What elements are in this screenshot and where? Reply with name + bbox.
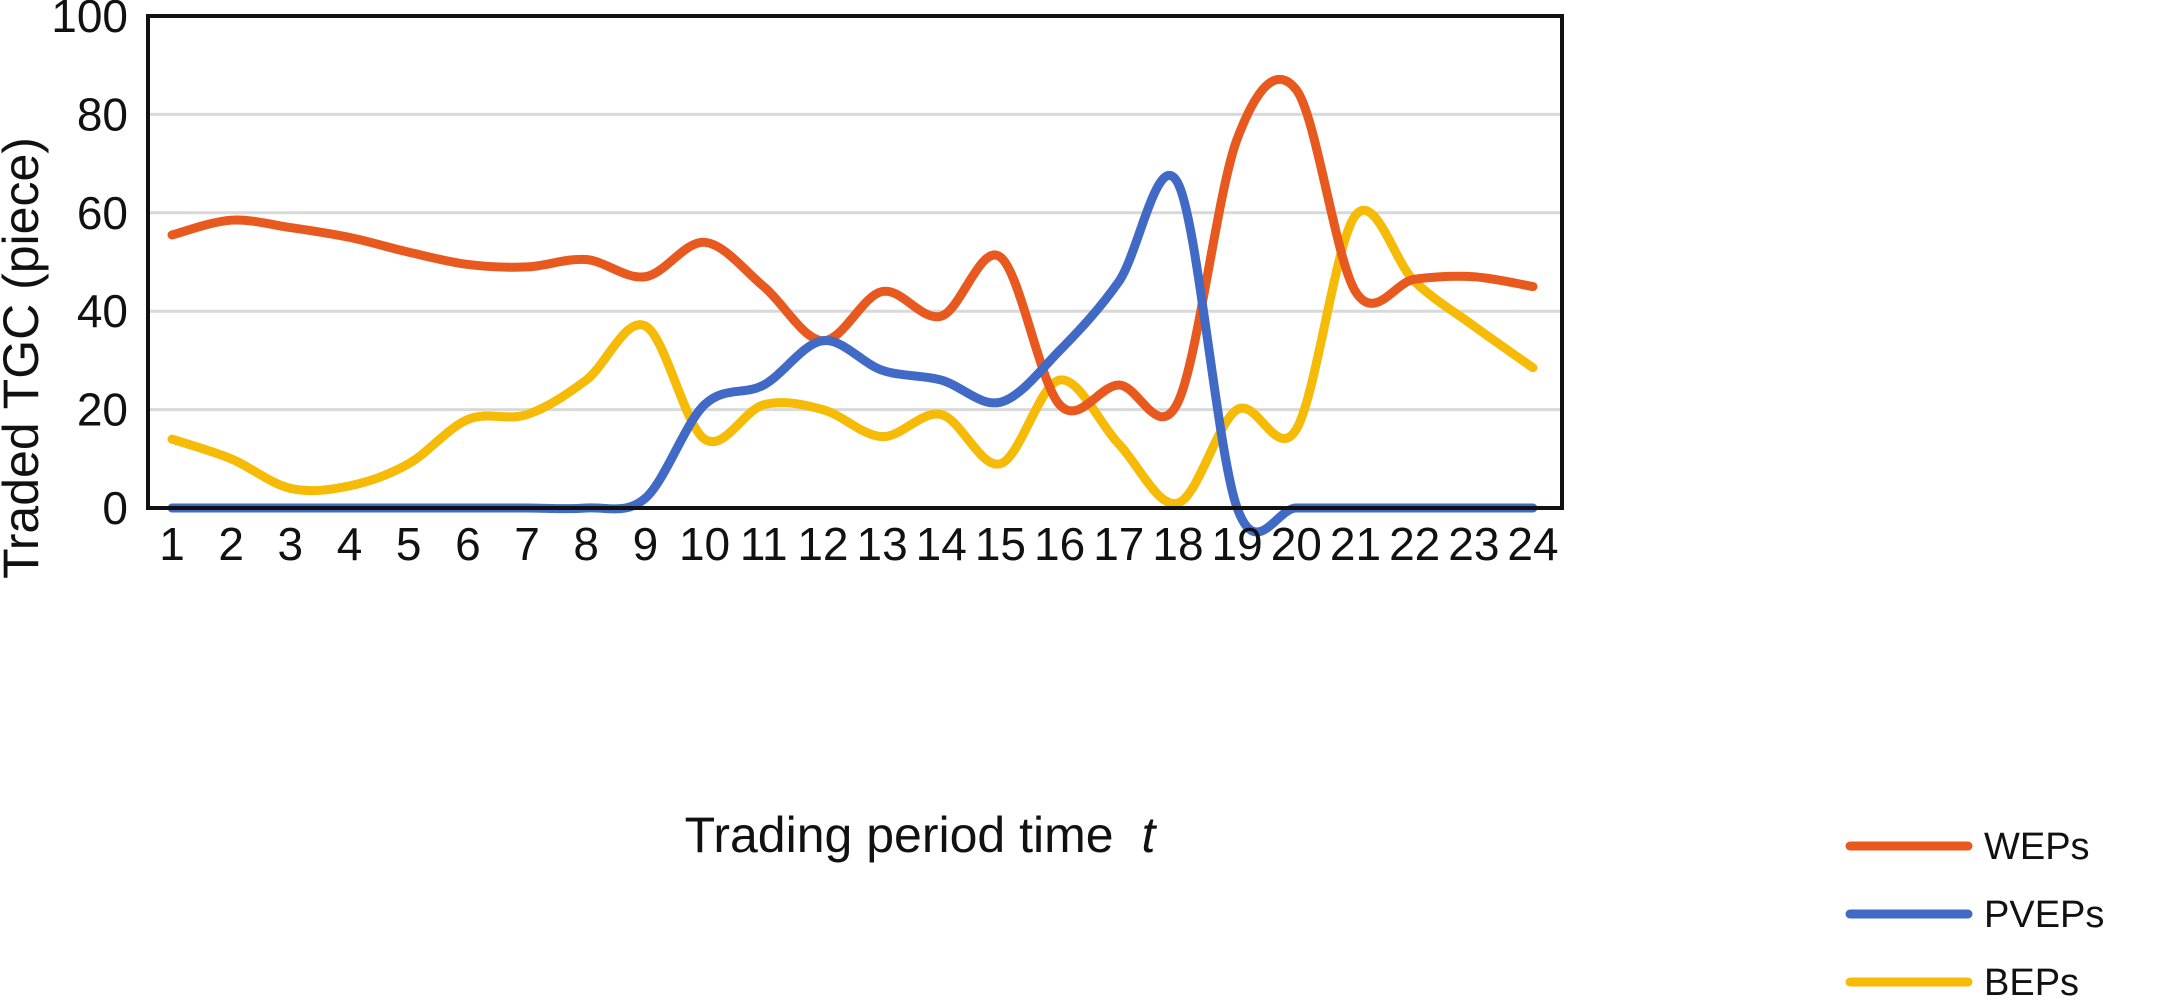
x-tick-label: 13 — [857, 518, 908, 570]
series-line-beps — [167, 205, 1538, 508]
x-tick-label: 14 — [916, 518, 967, 570]
legend-label-pveps: PVEPs — [1984, 894, 2104, 936]
y-tick-label: 20 — [77, 384, 128, 436]
y-axis-label: Traded TGC (piece) — [0, 137, 49, 579]
legend-label-beps: BEPs — [1984, 962, 2079, 1004]
x-tick-label: 22 — [1389, 518, 1440, 570]
x-tick-label: 19 — [1212, 518, 1263, 570]
legend: WEPs PVEPs BEPs — [1845, 826, 2104, 1004]
x-tick-label: 16 — [1034, 518, 1085, 570]
x-tick-label: 1 — [159, 518, 185, 570]
gridlines — [148, 112, 1562, 412]
x-tick-label: 23 — [1448, 518, 1499, 570]
x-tick-label: 5 — [396, 518, 422, 570]
x-tick-label: 15 — [975, 518, 1026, 570]
x-tick-label: 9 — [633, 518, 659, 570]
x-tick-label: 3 — [278, 518, 304, 570]
y-tick-label: 40 — [77, 285, 128, 337]
x-axis-label: Trading period time t — [685, 807, 1158, 863]
x-tick-labels: 1 2 3 4 5 6 7 8 9 10 11 12 13 14 15 16 17 18 19 20 21 22 23 24 — [159, 518, 1558, 570]
legend-label-weps: WEPs — [1984, 826, 2090, 868]
x-tick-label: 17 — [1093, 518, 1144, 570]
x-tick-label: 12 — [797, 518, 848, 570]
x-tick-label: 7 — [514, 518, 540, 570]
series-line-weps — [167, 74, 1538, 422]
x-axis-label-variable: t — [1141, 807, 1157, 863]
x-tick-label: 21 — [1330, 518, 1381, 570]
x-axis-label-text: Trading period time — [685, 807, 1114, 863]
series-lines — [167, 74, 1538, 537]
x-tick-label: 4 — [337, 518, 363, 570]
x-tick-label: 20 — [1271, 518, 1322, 570]
plot-frame — [146, 14, 1564, 510]
x-tick-label: 8 — [573, 518, 599, 570]
y-tick-labels: 0 20 40 60 80 100 — [51, 0, 128, 534]
x-tick-label: 10 — [679, 518, 730, 570]
y-tick-label: 100 — [51, 0, 128, 42]
y-tick-label: 0 — [102, 482, 128, 534]
x-tick-label: 18 — [1152, 518, 1203, 570]
x-tick-label: 11 — [740, 518, 788, 570]
y-tick-label: 80 — [77, 88, 128, 140]
x-tick-label: 24 — [1507, 518, 1558, 570]
y-tick-label: 60 — [77, 187, 128, 239]
x-tick-label: 6 — [455, 518, 481, 570]
x-tick-label: 2 — [218, 518, 244, 570]
